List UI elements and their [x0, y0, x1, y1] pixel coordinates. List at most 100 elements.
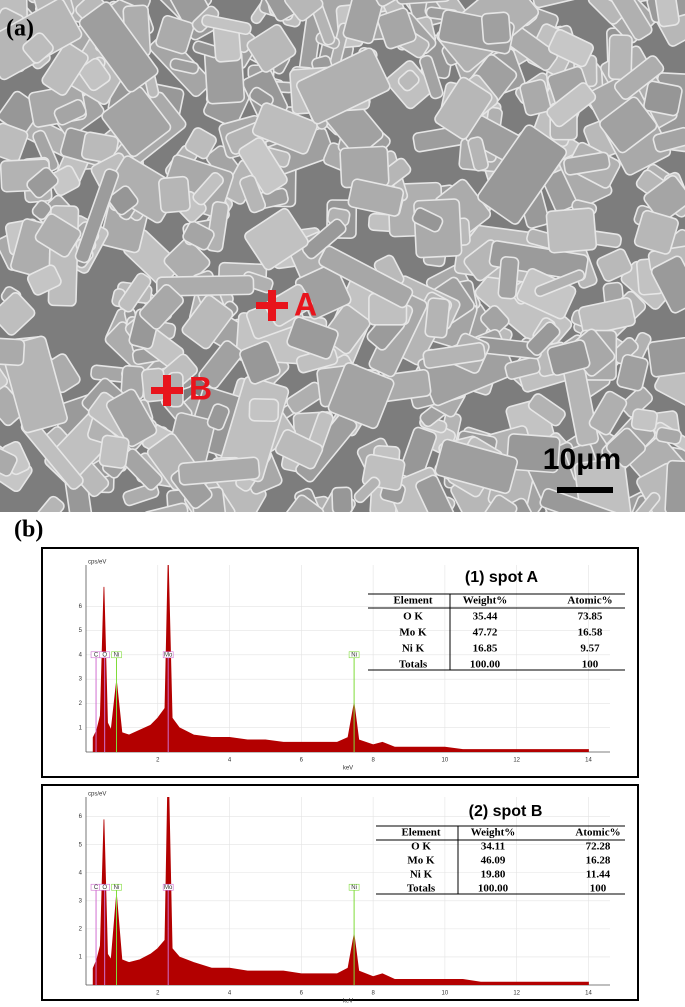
- table-cell: 72.28: [586, 841, 611, 853]
- table-title: (1) spot A: [465, 569, 539, 586]
- grain: [34, 213, 82, 258]
- grain: [246, 24, 297, 73]
- grain: [118, 272, 152, 313]
- x-tick-label: 4: [228, 758, 232, 764]
- grain: [32, 129, 60, 172]
- x-tick-label: 4: [228, 991, 232, 997]
- y-axis-label: cps/eV: [88, 792, 106, 798]
- element-tag: [162, 883, 174, 891]
- x-tick-label: 12: [513, 991, 520, 997]
- panel-label: (b): [14, 517, 43, 543]
- grain: [201, 14, 252, 36]
- grain: [286, 316, 339, 360]
- grain: [347, 178, 405, 217]
- grain: [26, 166, 59, 199]
- y-tick-label: 4: [79, 652, 83, 658]
- grain: [22, 32, 54, 64]
- grain: [239, 340, 281, 385]
- x-tick-label: 2: [156, 758, 160, 764]
- grain: [192, 172, 224, 206]
- grain: [78, 1, 159, 93]
- grain: [374, 0, 403, 7]
- grain: [419, 54, 444, 100]
- grain: [497, 256, 520, 300]
- grain: [318, 245, 414, 309]
- grain: [539, 487, 636, 512]
- grain: [664, 459, 685, 512]
- x-axis-label: keV: [343, 766, 353, 772]
- x-tick-label: 8: [371, 758, 375, 764]
- x-tick-label: 14: [585, 758, 592, 764]
- grain: [256, 0, 299, 22]
- grain: [654, 0, 680, 28]
- grain: [655, 426, 683, 445]
- grain: [620, 386, 653, 418]
- grain: [142, 502, 189, 512]
- grain: [630, 408, 658, 432]
- table-cell: Mo K: [399, 627, 427, 639]
- x-tick-label: 2: [156, 991, 160, 997]
- grain: [141, 367, 167, 403]
- grain: [31, 199, 52, 221]
- table-cell: Ni K: [410, 869, 433, 881]
- grain: [251, 102, 318, 155]
- grain: [434, 76, 493, 140]
- grain: [643, 175, 685, 223]
- grain: [588, 390, 628, 436]
- grain: [643, 80, 683, 117]
- grain: [505, 433, 561, 474]
- grain: [434, 438, 519, 495]
- grain: [301, 218, 347, 260]
- grain: [546, 82, 597, 128]
- table-cell: Mo K: [407, 855, 435, 867]
- grain: [98, 434, 130, 469]
- table-title: (2) spot B: [469, 803, 543, 820]
- element-label: O: [102, 652, 107, 658]
- grain: [0, 441, 18, 477]
- grain: [397, 69, 420, 92]
- grain: [0, 363, 9, 399]
- table-header: Element: [393, 595, 432, 607]
- y-tick-label: 3: [79, 898, 83, 904]
- grain: [424, 297, 451, 339]
- x-tick-label: 10: [442, 758, 449, 764]
- grain: [613, 55, 665, 100]
- y-tick-label: 2: [79, 926, 83, 932]
- grain: [78, 57, 111, 92]
- grain: [24, 495, 65, 512]
- y-tick-label: 4: [79, 870, 83, 876]
- element-label: Ni: [351, 885, 357, 891]
- y-tick-label: 6: [79, 814, 83, 820]
- table-cell: 35.44: [473, 611, 498, 623]
- grain: [239, 174, 267, 214]
- grain: [105, 388, 158, 448]
- y-tick-label: 1: [79, 955, 83, 961]
- grain: [342, 0, 384, 45]
- grain: [182, 220, 215, 251]
- marker-a: A: [256, 286, 317, 322]
- table-cell: 16.85: [473, 643, 498, 655]
- x-tick-label: 10: [442, 991, 449, 997]
- grain: [599, 96, 658, 154]
- y-tick-label: 3: [79, 677, 83, 683]
- table-header: Atomic%: [575, 827, 620, 839]
- grain: [415, 474, 455, 512]
- table-header: Element: [401, 827, 440, 839]
- table-cell: 11.44: [586, 869, 611, 881]
- grain: [108, 185, 139, 216]
- grain: [0, 122, 29, 163]
- table-cell: 16.58: [578, 627, 603, 639]
- element-tag: [348, 651, 360, 659]
- grain: [353, 476, 381, 504]
- grain: [206, 403, 230, 431]
- table-cell: 100.00: [470, 659, 501, 671]
- grain: [411, 207, 444, 233]
- y-tick-label: 6: [79, 604, 83, 610]
- table-cell: 16.28: [586, 855, 611, 867]
- marker-label: B: [189, 370, 212, 406]
- x-axis-label: keV: [343, 999, 353, 1005]
- grain: [395, 0, 452, 5]
- grain: [610, 0, 653, 41]
- grain: [480, 11, 512, 45]
